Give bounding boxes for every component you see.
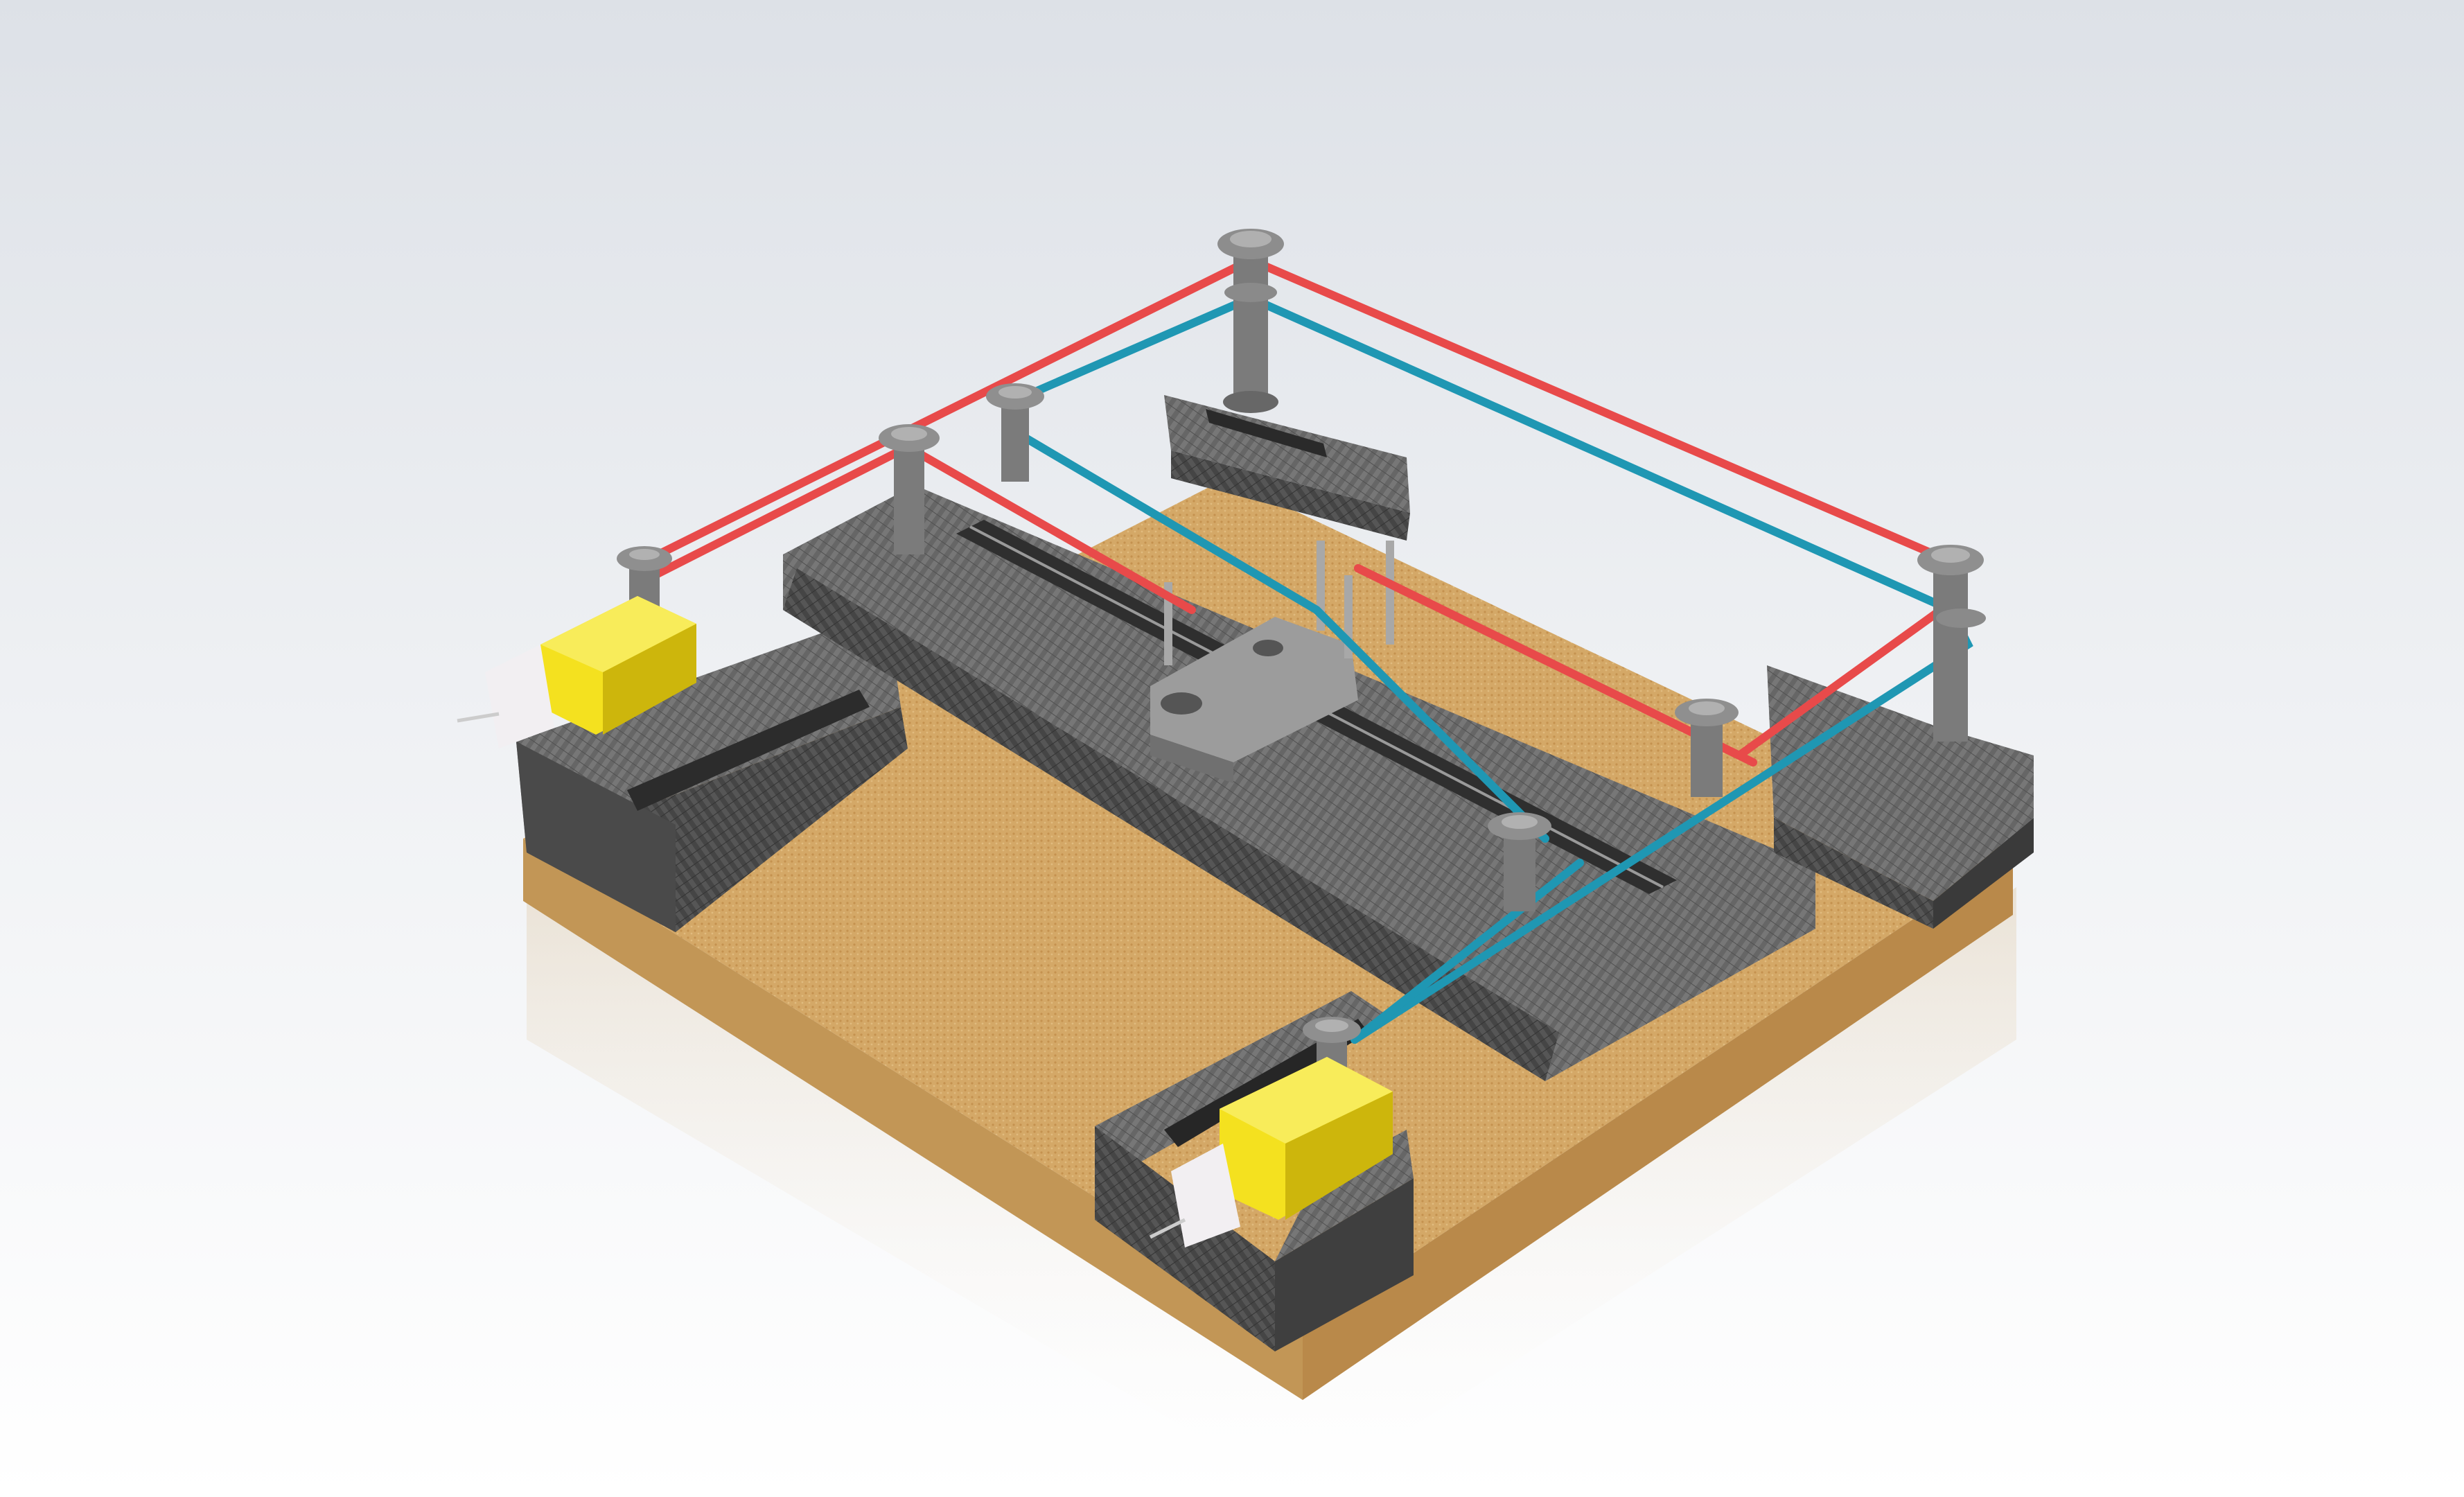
belt-blue-3 — [1350, 859, 1584, 1044]
pulley-motor-left — [617, 546, 672, 610]
board-side-right — [1303, 852, 2013, 1400]
pulleys — [617, 229, 1986, 1088]
pulley-left-mid — [986, 383, 1044, 482]
right-end-block — [1767, 665, 2034, 929]
pulley-center-front — [1488, 812, 1551, 911]
motor-front — [1149, 1057, 1393, 1248]
back-rail-channel — [1164, 395, 1410, 541]
pulley-top-center — [1217, 229, 1284, 413]
motor-left — [457, 596, 696, 748]
pulley-left-back — [879, 424, 940, 554]
pulley-right-mid — [1675, 699, 1739, 797]
board-reflection — [527, 839, 2016, 1497]
belt-red-3 — [1354, 564, 1757, 767]
board-side-left — [523, 839, 1303, 1400]
pulley-right — [1917, 545, 1986, 742]
left-rail-channel — [516, 610, 908, 932]
belt-blue-2 — [1007, 426, 1549, 843]
